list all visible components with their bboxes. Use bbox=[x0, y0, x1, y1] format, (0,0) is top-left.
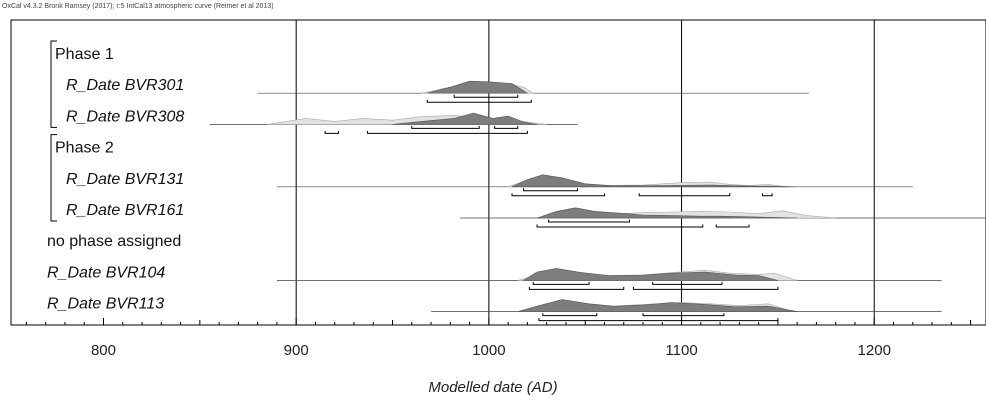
tick-label-1100: 1100 bbox=[665, 342, 697, 359]
phase-2-bracket bbox=[50, 134, 57, 222]
tick-label-800: 800 bbox=[91, 342, 116, 359]
range-68-bracket bbox=[542, 313, 598, 317]
row-r-date-bvr131: R_Date BVR131 bbox=[66, 171, 913, 197]
range-95-bracket bbox=[324, 130, 340, 134]
x-axis-label: Modelled date (AD) bbox=[428, 379, 557, 396]
rows-layer: Phase 1 R_Date BVR301 R_Date BVR308 Phase 2… bbox=[47, 40, 986, 322]
row-r-date-bvr161: R_Date BVR161 bbox=[66, 202, 986, 228]
posterior-distribution bbox=[511, 174, 798, 188]
range-95-bracket bbox=[638, 193, 731, 197]
row-r-date-bvr301: R_Date BVR301 bbox=[66, 77, 809, 103]
range-95-bracket bbox=[632, 286, 779, 290]
row-label: Phase 1 bbox=[55, 46, 114, 63]
posterior-distribution bbox=[536, 207, 798, 219]
phase-1-bracket bbox=[50, 40, 57, 128]
row-phase-2: Phase 2 bbox=[55, 140, 114, 157]
row-label: R_Date BVR161 bbox=[66, 202, 184, 219]
row-no-phase-assigned: no phase assigned bbox=[47, 233, 181, 250]
tick-label-1000: 1000 bbox=[472, 342, 505, 359]
tick-label-1200: 1200 bbox=[858, 342, 891, 359]
range-95-bracket bbox=[366, 130, 528, 134]
range-68-bracket bbox=[532, 281, 590, 285]
row-label: no phase assigned bbox=[47, 233, 181, 250]
posterior-distribution bbox=[517, 299, 798, 312]
range-68-bracket bbox=[652, 281, 723, 285]
row-label: R_Date BVR301 bbox=[66, 77, 184, 94]
chart-header: OxCal v4.3.2 Bronk Ramsey (2017); r:5 In… bbox=[2, 3, 274, 10]
range-68-bracket bbox=[548, 219, 631, 223]
posterior-distribution bbox=[427, 80, 529, 94]
range-68-bracket bbox=[411, 125, 480, 129]
x-axis: 800 900 1000 1100 1200 bbox=[25, 318, 972, 359]
row-label: R_Date BVR104 bbox=[47, 264, 165, 281]
posterior-distribution bbox=[392, 112, 538, 125]
plot-frame bbox=[10, 19, 986, 326]
range-68-bracket bbox=[494, 125, 519, 129]
row-label: R_Date BVR308 bbox=[66, 108, 184, 125]
range-95-bracket bbox=[538, 318, 779, 322]
range-95-bracket bbox=[528, 286, 625, 290]
posterior-distribution bbox=[522, 268, 778, 281]
range-95-bracket bbox=[761, 193, 773, 197]
range-95-bracket bbox=[536, 224, 704, 228]
row-label: R_Date BVR113 bbox=[47, 296, 164, 313]
range-95-bracket bbox=[715, 224, 750, 228]
tick-label-900: 900 bbox=[284, 342, 309, 359]
range-95-bracket bbox=[426, 99, 532, 103]
range-95-bracket bbox=[511, 193, 605, 197]
row-r-date-bvr113: R_Date BVR113 bbox=[47, 296, 942, 322]
range-68-bracket bbox=[453, 94, 519, 98]
range-68-bracket bbox=[523, 188, 579, 192]
row-phase-1: Phase 1 bbox=[55, 46, 114, 63]
row-label: Phase 2 bbox=[55, 140, 114, 157]
range-68-bracket bbox=[642, 313, 725, 317]
row-r-date-bvr104: R_Date BVR104 bbox=[47, 264, 942, 290]
row-r-date-bvr308: R_Date BVR308 bbox=[66, 108, 578, 134]
row-label: R_Date BVR131 bbox=[66, 171, 184, 188]
